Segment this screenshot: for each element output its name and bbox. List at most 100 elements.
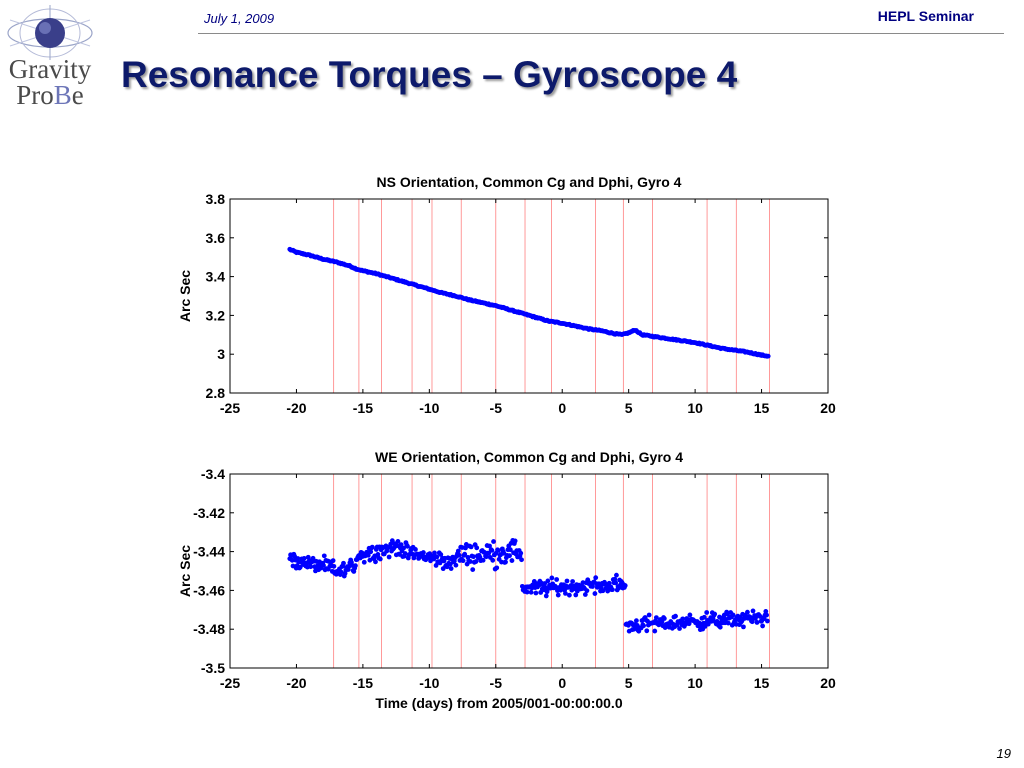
we-data-point bbox=[491, 539, 496, 544]
we-data-point bbox=[533, 590, 539, 596]
we-data-point bbox=[474, 545, 480, 551]
we-data-point bbox=[765, 618, 770, 624]
we-data-point bbox=[413, 547, 418, 552]
we-data-point bbox=[592, 591, 598, 596]
we-data-point bbox=[308, 564, 314, 570]
slide-title: Resonance Torques – Gyroscope 4 bbox=[121, 54, 738, 95]
we-y-tick-label: -3.42 bbox=[193, 505, 225, 521]
ns-chart-title: NS Orientation, Common Cg and Dphi, Gyro… bbox=[377, 174, 682, 190]
we-data-point bbox=[754, 620, 760, 625]
we-data-point bbox=[402, 551, 408, 556]
we-data-point bbox=[528, 589, 534, 595]
we-data-point bbox=[590, 584, 595, 589]
we-data-point bbox=[455, 548, 461, 554]
we-data-point bbox=[519, 557, 524, 563]
header-date: July 1, 2009 bbox=[204, 11, 275, 26]
we-data-point bbox=[563, 590, 568, 596]
we-data-point bbox=[401, 545, 406, 551]
we-data-point bbox=[487, 543, 492, 549]
we-data-point bbox=[468, 544, 474, 550]
we-y-axis-label: Arc Sec bbox=[177, 545, 193, 597]
we-data-point bbox=[610, 587, 615, 593]
gravity-probe-b-logo: Gravity ProBe bbox=[2, 2, 98, 110]
ns-y-tick-label: 3.4 bbox=[206, 269, 226, 285]
we-x-tick-label: 5 bbox=[625, 675, 633, 691]
we-data-point bbox=[341, 560, 346, 566]
we-data-point bbox=[582, 592, 588, 597]
we-data-point bbox=[745, 609, 750, 615]
we-x-tick-label: -10 bbox=[419, 675, 439, 691]
we-data-point bbox=[321, 553, 327, 559]
we-data-point bbox=[368, 549, 374, 555]
logo-line-probe: ProBe bbox=[16, 80, 84, 110]
we-data-point bbox=[677, 626, 682, 631]
we-data-point bbox=[486, 550, 492, 556]
we-x-tick-label: -20 bbox=[286, 675, 306, 691]
we-plot-frame bbox=[229, 473, 829, 669]
we-data-point bbox=[750, 608, 756, 614]
we-data-point bbox=[398, 542, 404, 548]
page-number: 19 bbox=[996, 746, 1011, 761]
ns-x-tick-label: 0 bbox=[558, 400, 566, 416]
we-data-point bbox=[725, 620, 731, 626]
we-data-point bbox=[646, 612, 652, 618]
we-data-point bbox=[764, 612, 770, 618]
ns-x-tick-label: -20 bbox=[286, 400, 306, 416]
we-data-point bbox=[470, 567, 476, 572]
ns-y-tick-label: 3.6 bbox=[206, 230, 226, 246]
we-data-point bbox=[434, 554, 440, 560]
ns-x-tick-label: 5 bbox=[625, 400, 633, 416]
logo-gyroscope-icon bbox=[7, 5, 93, 60]
we-data-point bbox=[614, 572, 619, 578]
we-data-point bbox=[549, 575, 555, 581]
we-data-point bbox=[760, 623, 766, 629]
we-y-tick-label: -3.46 bbox=[193, 582, 225, 598]
we-data-point bbox=[545, 578, 551, 584]
we-x-tick-label: -5 bbox=[490, 675, 503, 691]
we-data-point bbox=[369, 544, 375, 550]
we-data-point bbox=[395, 539, 401, 544]
we-data-point bbox=[301, 555, 307, 561]
we-data-point bbox=[600, 588, 606, 594]
we-data-point bbox=[518, 550, 524, 556]
we-data-point bbox=[338, 569, 344, 575]
we-data-point bbox=[448, 566, 454, 571]
we-data-point bbox=[507, 547, 513, 553]
we-data-point bbox=[524, 589, 530, 595]
we-data-point bbox=[564, 578, 570, 584]
we-data-point bbox=[295, 556, 301, 561]
we-chart: WE Orientation, Common Cg and Dphi, Gyro… bbox=[177, 449, 836, 711]
we-data-point bbox=[365, 552, 371, 558]
we-x-tick-label: 10 bbox=[687, 675, 703, 691]
we-data-point bbox=[712, 611, 718, 617]
we-data-point bbox=[622, 583, 628, 588]
we-data-point bbox=[701, 614, 707, 620]
we-data-point bbox=[673, 613, 678, 619]
we-data-point bbox=[641, 623, 646, 629]
ns-y-tick-label: 3.8 bbox=[206, 191, 226, 207]
we-data-point bbox=[305, 554, 311, 560]
we-data-point bbox=[509, 558, 515, 563]
ns-chart: NS Orientation, Common Cg and Dphi, Gyro… bbox=[177, 174, 836, 416]
we-data-point bbox=[489, 548, 495, 553]
header-divider bbox=[198, 33, 1004, 34]
we-data-point bbox=[373, 559, 378, 565]
we-data-point bbox=[612, 576, 618, 582]
we-y-tick-label: -3.48 bbox=[193, 621, 225, 637]
we-data-point bbox=[593, 575, 599, 581]
header-seminar-name: HEPL Seminar bbox=[877, 8, 974, 24]
we-data-point bbox=[480, 557, 486, 563]
we-data-point bbox=[495, 548, 501, 553]
we-data-point bbox=[494, 565, 500, 571]
ns-y-tick-label: 3 bbox=[217, 346, 225, 362]
we-data-point bbox=[490, 557, 496, 563]
we-data-point bbox=[331, 563, 337, 569]
we-data-point bbox=[687, 612, 693, 618]
we-data-point bbox=[542, 581, 548, 586]
ns-data-point bbox=[765, 353, 771, 359]
we-x-tick-label: 0 bbox=[558, 675, 566, 691]
we-data-point bbox=[460, 558, 466, 564]
we-data-point bbox=[543, 593, 549, 599]
we-data-point bbox=[554, 577, 560, 582]
